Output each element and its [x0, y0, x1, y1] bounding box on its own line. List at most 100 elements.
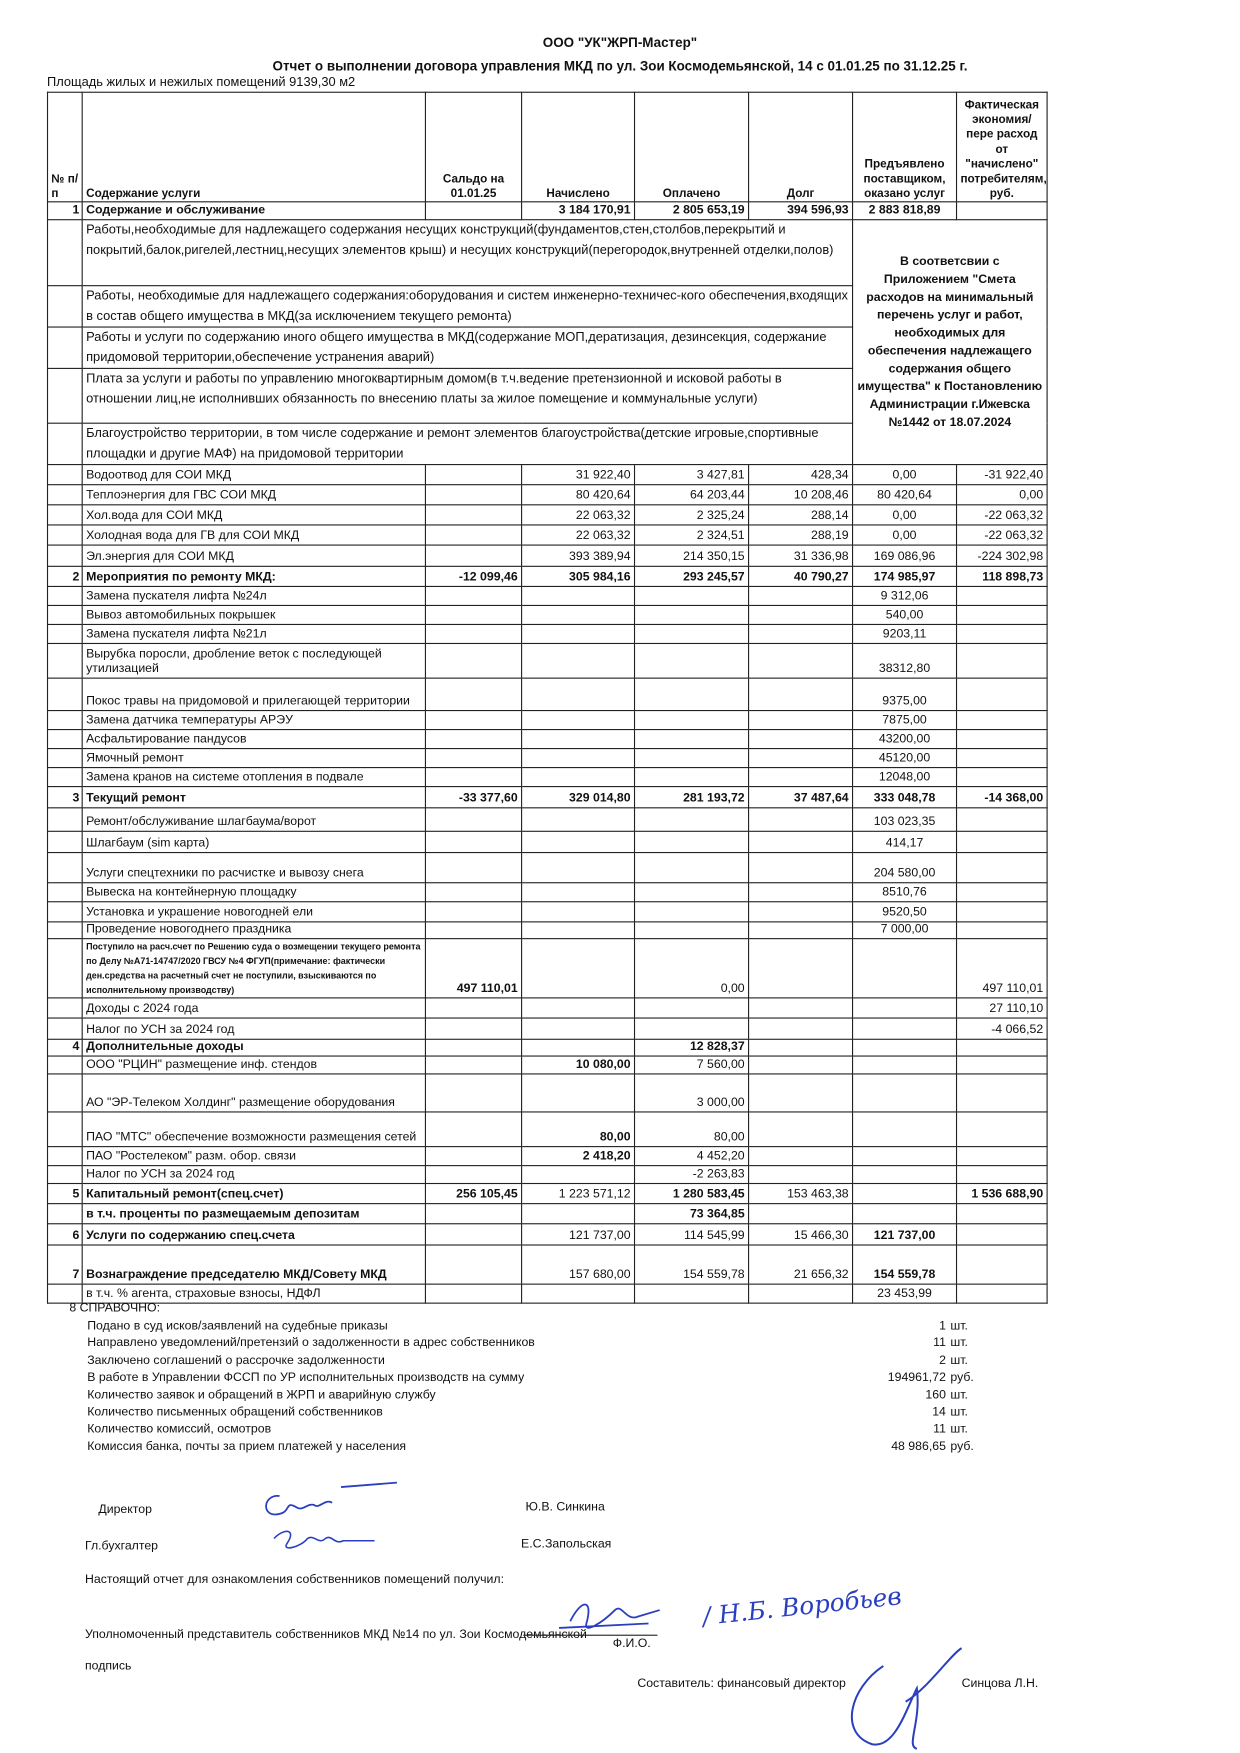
compiler-name: Синцова Л.Н.: [961, 1677, 1039, 1691]
service-name: Вырубка поросли, дробление веток с после…: [81, 642, 426, 679]
table-row: в т.ч. % агента, страховые взносы, НДФЛ 2…: [46, 1283, 1048, 1304]
cell-charged: [521, 921, 636, 940]
cell-presented: 7875,00: [851, 709, 958, 731]
service-name: в т.ч. % агента, страховые взносы, НДФЛ: [81, 1283, 426, 1304]
row-number: [46, 1202, 83, 1225]
cell-saldo: [424, 604, 523, 626]
cell-debt: [748, 807, 854, 832]
table-row: Проведение новогоднего праздника 7 000,00: [46, 921, 1048, 940]
service-block-row: Работы, необходимые для надлежащего соде…: [46, 285, 1048, 328]
reference-label: Количество комиссий, осмотров: [87, 1422, 272, 1437]
cell-debt: [748, 1038, 854, 1057]
cell-saldo: [424, 1244, 523, 1285]
cell-saldo: [424, 901, 523, 923]
cell-debt: [748, 851, 854, 884]
cell-saldo: 497 110,01: [424, 938, 523, 999]
cell-saldo: [424, 1111, 523, 1147]
cell-debt: 40 790,27: [748, 565, 854, 588]
cell-savings: -14 368,00: [955, 786, 1048, 809]
table-row: Вывоз автомобильных покрышек 540,00: [46, 604, 1048, 626]
reference-item: Количество комиссий, осмотров 11 шт.: [78, 1423, 984, 1439]
reference-item: Комиссия банка, почты за прием платежей …: [78, 1440, 984, 1456]
cell-paid: 114 545,99: [633, 1222, 750, 1246]
cell-paid: [633, 882, 750, 903]
cell-presented: 154 559,78: [851, 1244, 958, 1285]
reference-label: Заключено соглашений о рассрочке задолже…: [87, 1353, 385, 1368]
reference-unit: шт.: [950, 1422, 968, 1437]
cell-paid: 3 000,00: [633, 1073, 750, 1113]
row-number: 6: [46, 1222, 83, 1246]
fio-label: Ф.И.О.: [612, 1636, 651, 1651]
reference-value: 14 шт.: [932, 1405, 984, 1418]
cell-saldo: [424, 1283, 523, 1304]
service-name: Замена пускателя лифта №24л: [81, 585, 426, 607]
cell-charged: [521, 997, 636, 1019]
cell-charged: 10 080,00: [521, 1055, 636, 1075]
handwritten-name: / Н.Б. Воробьев: [701, 1582, 903, 1632]
cell-charged: 305 984,16: [521, 565, 636, 588]
cell-charged: [521, 677, 636, 712]
cell-presented: 9 312,06: [851, 585, 958, 607]
cell-savings: [955, 807, 1048, 832]
table-row: АО "ЭР-Телеком Холдинг" размещение обору…: [46, 1073, 1048, 1113]
cell-saldo: [424, 504, 523, 526]
cell-presented: 45120,00: [851, 748, 958, 769]
service-block-text: Работы, необходимые для надлежащего соде…: [81, 285, 854, 328]
cell-paid: [633, 709, 750, 731]
reference-amount: 160: [925, 1388, 946, 1402]
cell-presented: [851, 1073, 958, 1113]
cell-paid: 4 452,20: [633, 1145, 750, 1166]
cell-presented: 414,17: [851, 830, 958, 854]
cell-paid: [633, 604, 750, 626]
cell-presented: [851, 1145, 958, 1166]
cell-presented: 8510,76: [851, 882, 958, 903]
service-block-row: Плата за услуги и работы по управлению м…: [46, 367, 1048, 424]
cell-savings: 497 110,01: [955, 938, 1048, 999]
row-number: [46, 544, 83, 567]
row-number: [46, 1055, 83, 1075]
cell-charged: 393 389,94: [521, 544, 636, 567]
cell-presented: 9203,11: [851, 623, 958, 645]
table-row: Замена пускателя лифта №24л 9 312,06: [46, 585, 1048, 607]
cell-presented: 9520,50: [851, 901, 958, 923]
row-number: [46, 901, 83, 923]
cell-debt: [748, 1145, 854, 1166]
table-row: Вывеска на контейнерную площадку 8510,76: [46, 882, 1048, 903]
director-signature: [265, 1481, 397, 1549]
service-name: Мероприятия по ремонту МКД:: [81, 565, 426, 588]
cell-savings: [955, 921, 1048, 940]
cell-charged: [521, 830, 636, 854]
service-name: Холодная вода для ГВ для СОИ МКД: [81, 524, 426, 546]
cell-paid: 0,00: [633, 938, 750, 999]
service-name: Ямочный ремонт: [81, 748, 426, 769]
table-row: Шлагбаум (sim карта) 414,17: [46, 830, 1048, 854]
director-label: Директор: [98, 1502, 152, 1517]
row-number: [46, 938, 83, 999]
cell-savings: 27 110,10: [955, 997, 1048, 1019]
service-name: Дополнительные доходы: [81, 1038, 426, 1057]
row-number: 4: [46, 1038, 83, 1057]
service-name: Содержание и обслуживание: [81, 201, 426, 221]
area-info: Площадь жилых и нежилых помещений 9139,3…: [46, 76, 356, 90]
reference-label: Количество заявок и обращений в ЖРП и ав…: [87, 1388, 436, 1402]
cell-debt: 394 596,93: [748, 201, 854, 221]
cell-savings: [955, 1244, 1048, 1285]
cell-savings: [955, 642, 1048, 679]
reference-value: 11 шт.: [933, 1423, 984, 1436]
table-row: Холодная вода для ГВ для СОИ МКД 22 063,3…: [46, 524, 1048, 546]
cell-paid: 7 560,00: [633, 1055, 750, 1075]
reference-amount: 11: [933, 1422, 946, 1437]
cell-saldo: -33 377,60: [424, 786, 523, 809]
table-row: Теплоэнергия для ГВС СОИ МКД 80 420,64 64 …: [46, 484, 1048, 506]
cell-debt: [748, 1073, 854, 1113]
cell-presented: 540,00: [851, 604, 958, 626]
cell-paid: 2 324,51: [633, 524, 750, 546]
cell-charged: 3 184 170,91: [521, 201, 636, 221]
cell-debt: [748, 1055, 854, 1075]
row-number: [46, 524, 83, 546]
cell-charged: [521, 901, 636, 923]
cell-saldo: -12 099,46: [424, 565, 523, 588]
representative-signature: [559, 1603, 660, 1629]
table-row: 4 Дополнительные доходы 12 828,37: [46, 1038, 1048, 1057]
